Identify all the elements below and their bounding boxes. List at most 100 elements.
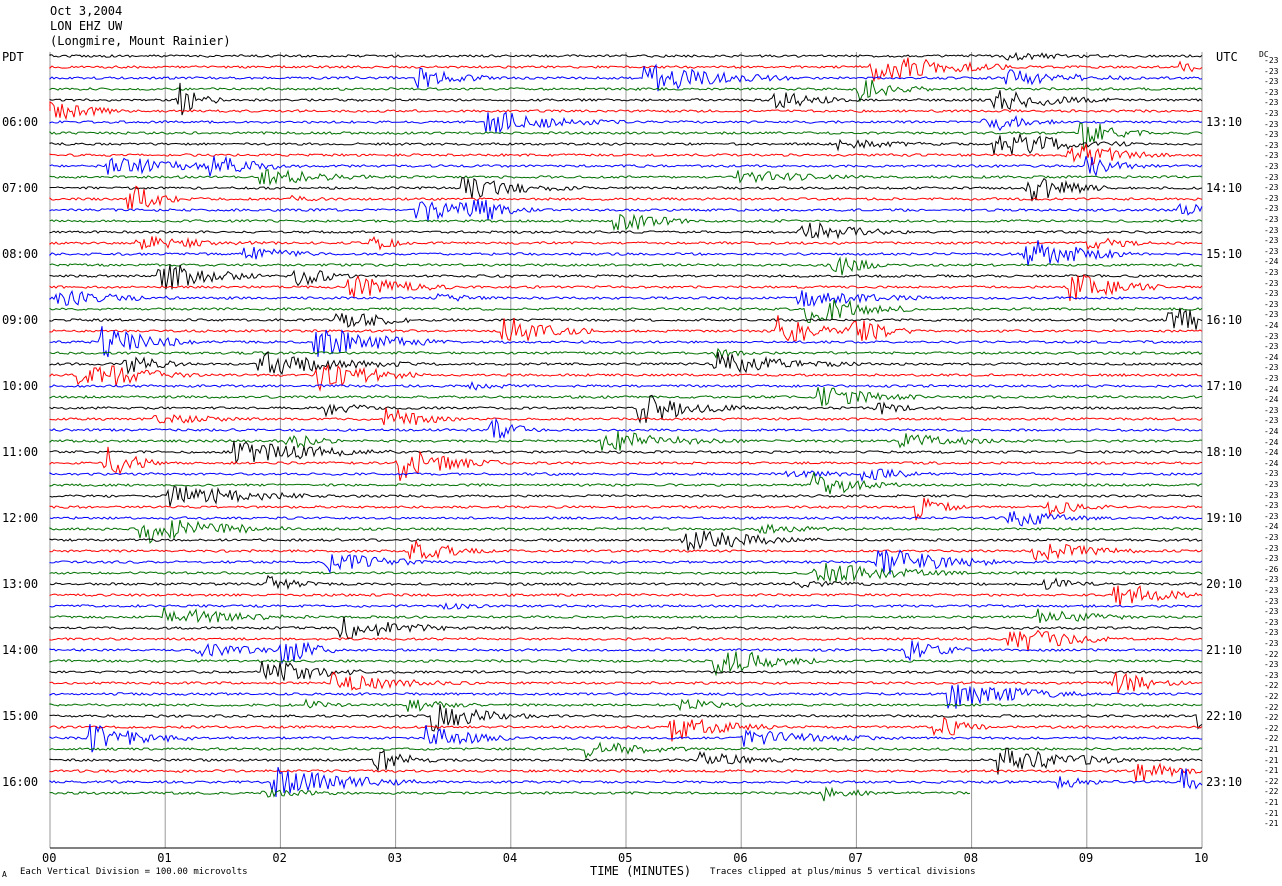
dc-offset-value: -23 xyxy=(1264,204,1279,214)
dc-offset-value: -21 xyxy=(1264,745,1279,754)
trace-7 xyxy=(49,122,1203,150)
utc-hour-label: 18:10 xyxy=(1206,445,1243,459)
dc-offset-value: -23 xyxy=(1264,172,1279,182)
dc-offset-value: -24 xyxy=(1264,427,1279,436)
dc-offset-value: -22 xyxy=(1264,692,1279,701)
trace-34 xyxy=(49,417,1203,439)
trace-17 xyxy=(49,235,1203,251)
dc-offset-value: -23 xyxy=(1264,363,1279,373)
utc-hour-label: 19:10 xyxy=(1206,511,1243,525)
dc-offset-value: -21 xyxy=(1264,808,1279,818)
trace-21 xyxy=(49,274,1203,302)
dc-offset-value: -23 xyxy=(1264,639,1279,648)
dc-offset-value: -23 xyxy=(1264,130,1279,140)
right-axis-label: UTC xyxy=(1216,50,1238,64)
x-tick-label: 08 xyxy=(963,851,979,865)
trace-46 xyxy=(49,549,1203,575)
trace-26 xyxy=(49,326,1203,358)
trace-61 xyxy=(49,716,1203,742)
trace-52 xyxy=(49,616,1203,640)
pdt-hour-label: 10:00 xyxy=(2,379,39,393)
scale-note: Each Vertical Division = 100.00 microvol… xyxy=(20,867,248,877)
trace-42 xyxy=(49,511,1203,527)
corner-mark: A xyxy=(2,870,7,879)
dc-offset-value: -23 xyxy=(1264,246,1279,256)
utc-hour-label: 21:10 xyxy=(1206,643,1243,657)
pdt-hour-label: 16:00 xyxy=(2,775,39,789)
trace-44 xyxy=(49,530,1203,551)
trace-31 xyxy=(49,386,1203,407)
utc-hour-label: 15:10 xyxy=(1206,247,1243,261)
x-tick-label: 00 xyxy=(42,851,57,865)
trace-16 xyxy=(49,221,1203,240)
trace-40 xyxy=(49,486,1203,507)
dc-offset-value: -23 xyxy=(1264,278,1279,288)
x-tick-label: 10 xyxy=(1194,851,1209,865)
dc-offset-value: -24 xyxy=(1264,395,1279,405)
dc-offset-value: -21 xyxy=(1264,798,1279,807)
trace-14 xyxy=(49,199,1203,221)
utc-hour-label: 20:10 xyxy=(1206,577,1243,591)
trace-11 xyxy=(49,169,1203,187)
dc-offset-value: -23 xyxy=(1264,56,1279,65)
trace-65 xyxy=(49,762,1203,782)
dc-offset-value: -23 xyxy=(1264,575,1279,585)
pdt-hour-label: 07:00 xyxy=(2,181,39,195)
dc-offset-value: -23 xyxy=(1264,596,1279,606)
dc-offset-value: -23 xyxy=(1264,374,1279,383)
trace-37 xyxy=(49,446,1203,481)
pdt-hour-label: 15:00 xyxy=(2,709,39,723)
dc-offset-value: -23 xyxy=(1264,162,1279,171)
trace-66 xyxy=(49,767,1203,798)
dc-offset-value: -22 xyxy=(1264,734,1279,744)
trace-10 xyxy=(49,155,1203,177)
dc-offset-value: -23 xyxy=(1264,660,1279,670)
dc-offset-value: -23 xyxy=(1264,193,1279,203)
trace-3 xyxy=(49,79,1203,103)
pdt-hour-label: 13:00 xyxy=(2,577,39,591)
trace-56 xyxy=(49,660,1203,681)
trace-25 xyxy=(49,315,1203,342)
trace-35 xyxy=(49,431,1203,451)
trace-64 xyxy=(49,747,1203,775)
x-tick-label: 06 xyxy=(733,851,748,865)
station-location: (Longmire, Mount Rainier) xyxy=(50,34,231,48)
trace-62 xyxy=(49,724,1203,753)
x-tick-label: 07 xyxy=(848,851,863,865)
trace-67 xyxy=(49,785,971,802)
trace-33 xyxy=(49,407,1203,426)
clip-note: Traces clipped at plus/minus 5 vertical … xyxy=(710,867,976,877)
trace-58 xyxy=(49,684,1203,709)
dc-offset-value: -23 xyxy=(1264,416,1279,426)
trace-38 xyxy=(49,468,1203,483)
left-axis-label: PDT xyxy=(2,50,24,64)
trace-27 xyxy=(49,347,1203,359)
dc-offset-value: -23 xyxy=(1264,183,1279,193)
trace-45 xyxy=(49,540,1203,562)
utc-hour-label: 16:10 xyxy=(1206,313,1243,327)
dc-offset-value: -23 xyxy=(1264,501,1279,511)
trace-48 xyxy=(49,574,1203,591)
dc-offset-value: -23 xyxy=(1264,511,1279,521)
trace-18 xyxy=(49,240,1203,266)
trace-9 xyxy=(49,143,1203,166)
dc-offset-value: -24 xyxy=(1264,352,1279,362)
dc-offset-value: -22 xyxy=(1264,723,1279,733)
utc-hour-label: 13:10 xyxy=(1206,115,1243,129)
trace-19 xyxy=(49,256,1203,276)
trace-57 xyxy=(49,671,1203,694)
dc-offset-value: -24 xyxy=(1264,321,1279,330)
trace-51 xyxy=(49,607,1203,624)
pdt-hour-label: 11:00 xyxy=(2,445,39,459)
dc-offset-value: -23 xyxy=(1264,554,1279,564)
pdt-hour-label: 08:00 xyxy=(2,247,39,261)
dc-offset-value: -21 xyxy=(1264,766,1279,776)
dc-offset-value: -23 xyxy=(1264,236,1279,246)
dc-offset-value: -23 xyxy=(1264,617,1279,627)
dc-offset-value: -23 xyxy=(1264,533,1279,542)
dc-offset-value: -23 xyxy=(1264,469,1279,479)
trace-59 xyxy=(49,698,1203,712)
trace-47 xyxy=(49,563,1203,583)
dc-offset-value: -23 xyxy=(1264,98,1279,108)
